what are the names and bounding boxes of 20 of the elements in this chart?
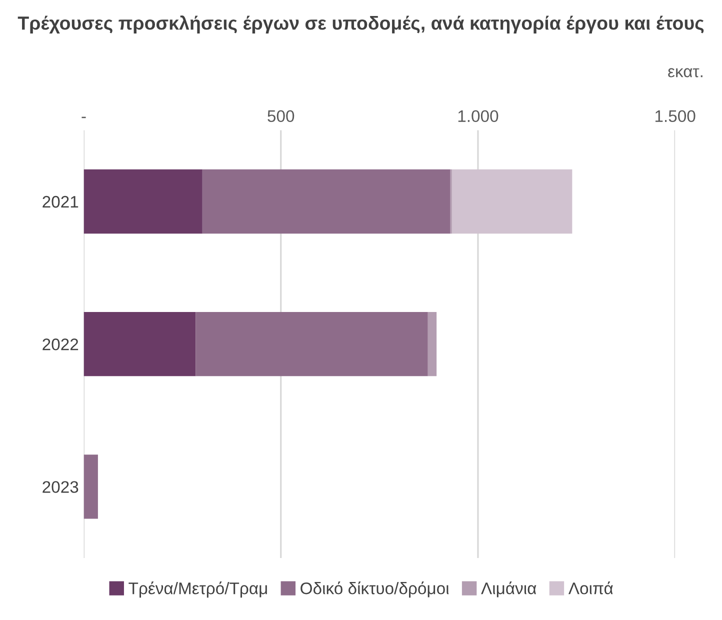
legend-label: Λοιπά xyxy=(568,582,613,594)
bar xyxy=(202,169,450,234)
y-tick-label: 2021 xyxy=(42,196,78,208)
bar xyxy=(428,312,437,376)
bar xyxy=(452,169,572,234)
bar xyxy=(84,454,98,519)
x-tick-label: 1.500 xyxy=(655,110,696,122)
x-tick-label: 500 xyxy=(268,110,294,122)
y-tick-label: 2022 xyxy=(42,338,78,350)
x-tick-label: 1.000 xyxy=(458,110,498,122)
chart-title: Τρέχουσες προσκλήσεις έργων σε υποδομές, ανά κατηγορία έργου και έτους xyxy=(18,16,704,34)
legend-label: Τρένα/Μετρό/Τραμ xyxy=(128,582,267,598)
text: εκατ. xyxy=(668,68,702,78)
bar xyxy=(84,312,196,376)
y-tick-label: 2023 xyxy=(42,481,78,493)
x-tick-label: - xyxy=(82,116,86,118)
legend-label: Οδικό δίκτυο/δρόμοι xyxy=(300,582,449,598)
legend-label: Λιμάνια xyxy=(481,582,536,598)
bar xyxy=(196,312,428,376)
bar xyxy=(84,169,202,234)
